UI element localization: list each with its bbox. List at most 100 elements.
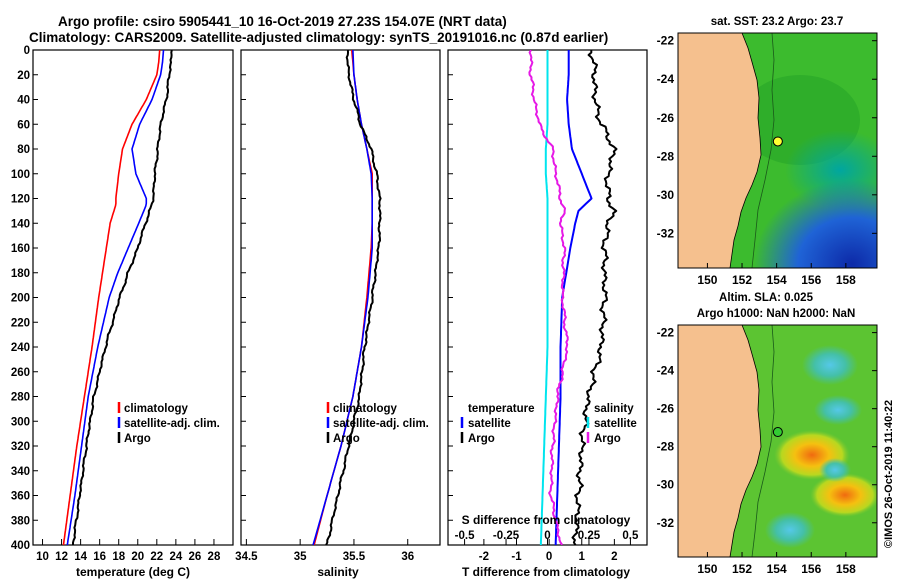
- lon-tick-label: 150: [697, 273, 717, 287]
- s-tick-label: -0.5: [455, 530, 475, 542]
- sst-map-title: sat. SST: 23.2 Argo: 23.7: [711, 16, 844, 28]
- legend-satellite: satellite-adj. clim.: [124, 418, 220, 430]
- depth-tick-label: 360: [11, 491, 30, 503]
- x-tick-label: 14: [74, 551, 87, 563]
- series-temperature-argo: [571, 50, 618, 545]
- legend-salinity-heading: salinity: [594, 403, 634, 415]
- x-tick-label: 20: [131, 551, 144, 563]
- depth-tick-label: 400: [11, 540, 30, 552]
- temperature-axis: 10 12 14 16 18 20 22 24 26 28: [36, 539, 221, 563]
- sla-field-warm2: [810, 473, 877, 517]
- x-tick-label: 22: [150, 551, 163, 563]
- depth-tick-label: 140: [11, 218, 30, 230]
- depth-tick-label: 120: [11, 194, 30, 206]
- x-tick-label: 24: [169, 551, 182, 563]
- sla-land: [678, 325, 762, 557]
- lon-tick-label: 156: [801, 562, 821, 576]
- x-tick-label: -2: [479, 551, 489, 563]
- x-tick-label: 35.5: [343, 551, 366, 563]
- x-tick-label: 18: [112, 551, 125, 563]
- salinity-xlabel: salinity: [317, 565, 359, 579]
- lon-tick-label: 152: [732, 562, 752, 576]
- series-argo: [325, 50, 382, 545]
- x-tick-label: 34.5: [235, 551, 258, 563]
- lat-tick-label: -30: [657, 188, 675, 202]
- depth-tick-label: 220: [11, 317, 30, 329]
- salinity-legend: climatology satellite-adj. clim. Argo: [326, 402, 429, 445]
- sst-field-cold: [740, 150, 877, 268]
- depth-tick-label: 320: [11, 441, 30, 453]
- sla-field-cold1: [802, 345, 858, 385]
- x-tick-label: 35: [294, 551, 307, 563]
- depth-tick-label: 200: [11, 293, 30, 305]
- sla-map-axes: 150 152 154 156 158 -22 -24 -26 -28 -30 -32: [657, 326, 877, 576]
- lat-tick-label: -22: [657, 326, 675, 340]
- legend-s-satellite: satellite: [594, 418, 637, 430]
- legend-climatology: climatology: [333, 403, 398, 415]
- sla-map-title-line1: Altim. SLA: 0.025: [719, 292, 814, 304]
- lon-tick-label: 150: [697, 562, 717, 576]
- legend-climatology: climatology: [124, 403, 189, 415]
- sla-map: Altim. SLA: 0.025 Argo h1000: NaN h2000:…: [657, 292, 878, 576]
- lon-tick-label: 152: [732, 273, 752, 287]
- difference-panel: -2 -1 0 1 2 -0.5 -0.25 0 0.25 0.5 S difference f…: [447, 49, 648, 579]
- imos-credit: ©IMOS 26-Oct-2019 11:40:22: [883, 400, 895, 548]
- depth-axis: 0 20 40 60 80 100 120 140 160 180 200 220 240 260 280 3…: [11, 45, 38, 552]
- x-tick-label: 12: [55, 551, 68, 563]
- depth-tick-label: 80: [17, 144, 30, 156]
- depth-tick-label: 180: [11, 268, 30, 280]
- legend-argo: Argo: [333, 433, 360, 445]
- legend-s-argo: Argo: [594, 433, 621, 445]
- lat-tick-label: -26: [657, 111, 675, 125]
- legend-argo: Argo: [124, 433, 151, 445]
- depth-tick-label: 300: [11, 416, 30, 428]
- s-tick-label: 0.5: [622, 530, 639, 542]
- depth-tick-label: 240: [11, 342, 30, 354]
- series-satellite-adj-clim-: [66, 50, 165, 545]
- temperature-panel: 0 20 40 60 80 100 120 140 160 180 200 220 240 260 280 3…: [11, 45, 234, 579]
- salinity-panel: 34.5 35 35.5 36 salinity climatology satell…: [235, 49, 441, 579]
- sst-map-axes: 150 152 154 156 158 -22 -24 -26 -28 -30 -32: [657, 34, 877, 287]
- x-tick-label: 1: [579, 551, 586, 563]
- temperature-xlabel: temperature (deg C): [76, 565, 190, 579]
- temperature-series: [62, 50, 173, 545]
- lon-tick-label: 158: [836, 273, 856, 287]
- lon-tick-label: 154: [767, 562, 787, 576]
- sla-map-title-line2: Argo h1000: NaN h2000: NaN: [697, 308, 856, 320]
- s-tick-label: 0: [544, 530, 550, 542]
- lat-tick-label: -24: [657, 72, 675, 86]
- lat-tick-label: -28: [657, 149, 675, 163]
- lon-tick-label: 154: [767, 273, 787, 287]
- sla-map-field: [678, 325, 877, 557]
- x-tick-label: 2: [611, 551, 617, 563]
- sla-float-marker: [772, 427, 783, 438]
- lon-tick-label: 158: [836, 562, 856, 576]
- difference-legend: temperature satellite Argo salinity sate…: [460, 403, 637, 445]
- s-difference-xlabel: S difference from climatology: [462, 513, 631, 527]
- lat-tick-label: -32: [657, 516, 675, 530]
- legend-t-satellite: satellite: [468, 418, 511, 430]
- salinity-series: [312, 50, 382, 545]
- series-climatology: [62, 50, 161, 545]
- sst-land: [678, 33, 762, 268]
- depth-tick-label: 380: [11, 515, 30, 527]
- s-tick-label: 0.25: [578, 530, 601, 542]
- sst-map-field: [678, 33, 877, 268]
- x-tick-label: 10: [36, 551, 49, 563]
- lat-tick-label: -22: [657, 34, 675, 48]
- x-tick-label: -1: [511, 551, 522, 563]
- depth-tick-label: 40: [17, 95, 30, 107]
- depth-tick-label: 160: [11, 243, 30, 255]
- figure-title-line2: Climatology: CARS2009. Satellite-adjuste…: [29, 30, 608, 45]
- depth-tick-label: 280: [11, 392, 30, 404]
- series-argo: [72, 50, 173, 545]
- salinity-axis: 34.5 35 35.5 36: [235, 49, 414, 563]
- s-tick-label: -0.25: [493, 530, 520, 542]
- salinity-plot-frame: [240, 49, 441, 546]
- series-salinity-argo: [528, 50, 569, 545]
- series-salinity-satellite: [539, 50, 549, 545]
- sla-field-cold4: [765, 512, 815, 548]
- sst-map: sat. SST: 23.2 Argo: 23.7 150 152 154 156 15…: [657, 16, 878, 287]
- sst-float-marker: [772, 136, 783, 147]
- lat-tick-label: -28: [657, 440, 675, 454]
